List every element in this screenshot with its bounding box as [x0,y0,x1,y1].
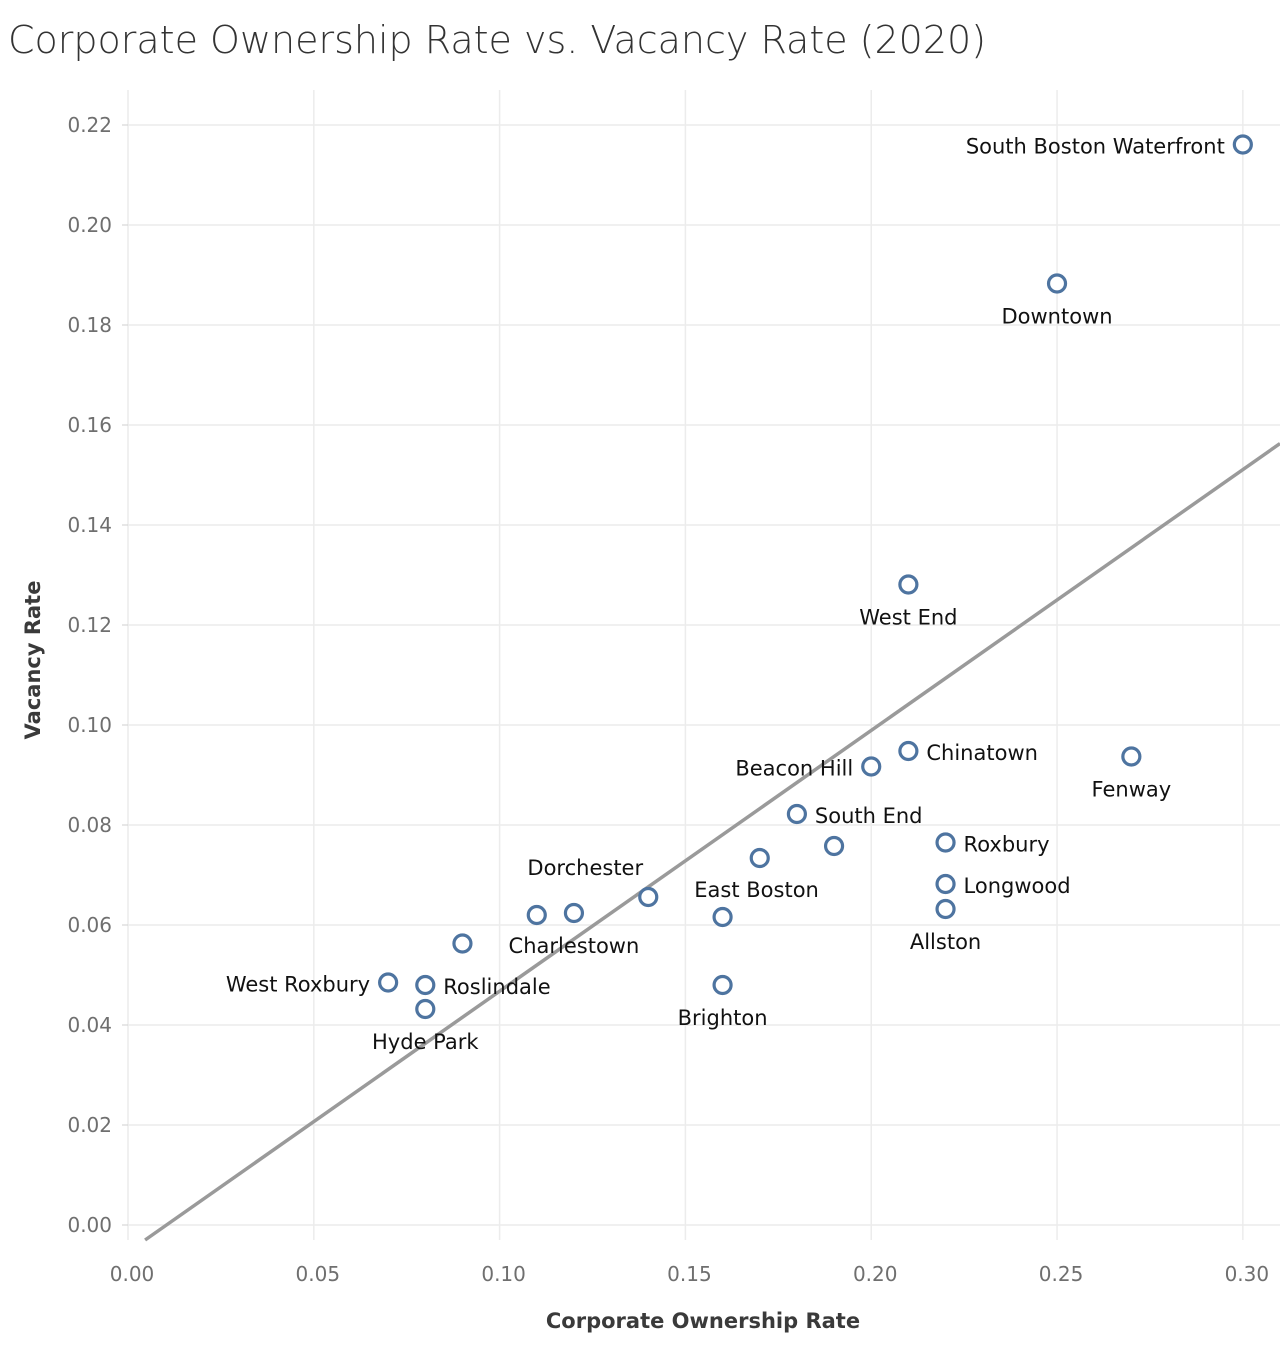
data-point [526,904,547,926]
point-label: South Boston Waterfront [966,135,1225,159]
data-point [1121,746,1142,767]
data-point [935,873,956,895]
x-tick-label: 0.05 [296,1262,341,1286]
data-point [712,974,733,996]
point-label: Charlestown [509,934,640,958]
data-point [898,740,919,762]
data-point [563,902,585,924]
point-label: Roslindale [443,975,550,999]
data-point [898,574,919,595]
x-axis-label: Corporate Ownership Rate [546,1309,860,1333]
y-axis-label: Vacancy Rate [21,581,45,740]
data-point [749,847,770,869]
point-label: Longwood [964,874,1071,898]
data-point [415,998,436,1020]
point-label: West Roxbury [226,973,370,997]
data-point [378,972,399,993]
x-tick-label: 0.30 [1225,1262,1270,1286]
y-tick-label: 0.18 [67,313,112,337]
trend-layer [144,442,1280,1242]
point-label: Dorchester [527,856,643,880]
y-tick-label: 0.06 [67,913,112,937]
point-label: Brighton [678,1006,768,1030]
point-label: Chinatown [926,741,1038,765]
data-point [786,803,808,825]
data-point [712,906,733,928]
x-tick-label: 0.10 [481,1262,526,1286]
point-layer [378,134,1253,1020]
data-point [935,898,956,920]
point-label: West End [859,606,957,630]
point-label: Allston [910,930,981,954]
y-tick-label: 0.00 [67,1213,112,1237]
chart-title: Corporate Ownership Rate vs. Vacancy Rat… [8,18,987,62]
data-point [638,886,659,908]
y-tick-label: 0.12 [67,613,112,637]
data-point [415,974,436,996]
y-tick-label: 0.20 [67,213,112,237]
grid-layer [122,90,1280,1240]
point-label: Roxbury [964,833,1050,857]
point-label: Fenway [1092,778,1172,802]
y-tick-label: 0.22 [67,113,112,137]
x-tick-label: 0.00 [110,1262,155,1286]
point-label: Beacon Hill [735,757,853,781]
data-point [1232,134,1253,155]
point-label: Downtown [1001,305,1112,329]
data-point [823,835,845,857]
y-tick-label: 0.10 [67,713,112,737]
data-point [935,832,956,853]
point-label: South End [815,804,923,828]
trend-line [144,442,1280,1242]
y-tick-label: 0.14 [67,513,112,537]
x-tick-label: 0.15 [667,1262,712,1286]
data-point [452,933,473,954]
y-tick-label: 0.04 [67,1013,112,1037]
point-label: Hyde Park [372,1030,479,1054]
point-label: East Boston [694,878,819,902]
label-layer: South Boston Waterfront Downtown West End C… [226,135,1225,1055]
data-point [861,756,882,777]
y-tick-label: 0.08 [67,813,112,837]
y-tick-label: 0.16 [67,413,112,437]
x-tick-label: 0.20 [853,1262,898,1286]
tick-layer: 0.00 0.02 0.04 0.06 0.08 0.10 0.12 0.14 0.16 0.18… [67,113,1269,1286]
y-tick-label: 0.02 [67,1113,112,1137]
x-tick-label: 0.25 [1039,1262,1084,1286]
data-point [1046,273,1068,294]
